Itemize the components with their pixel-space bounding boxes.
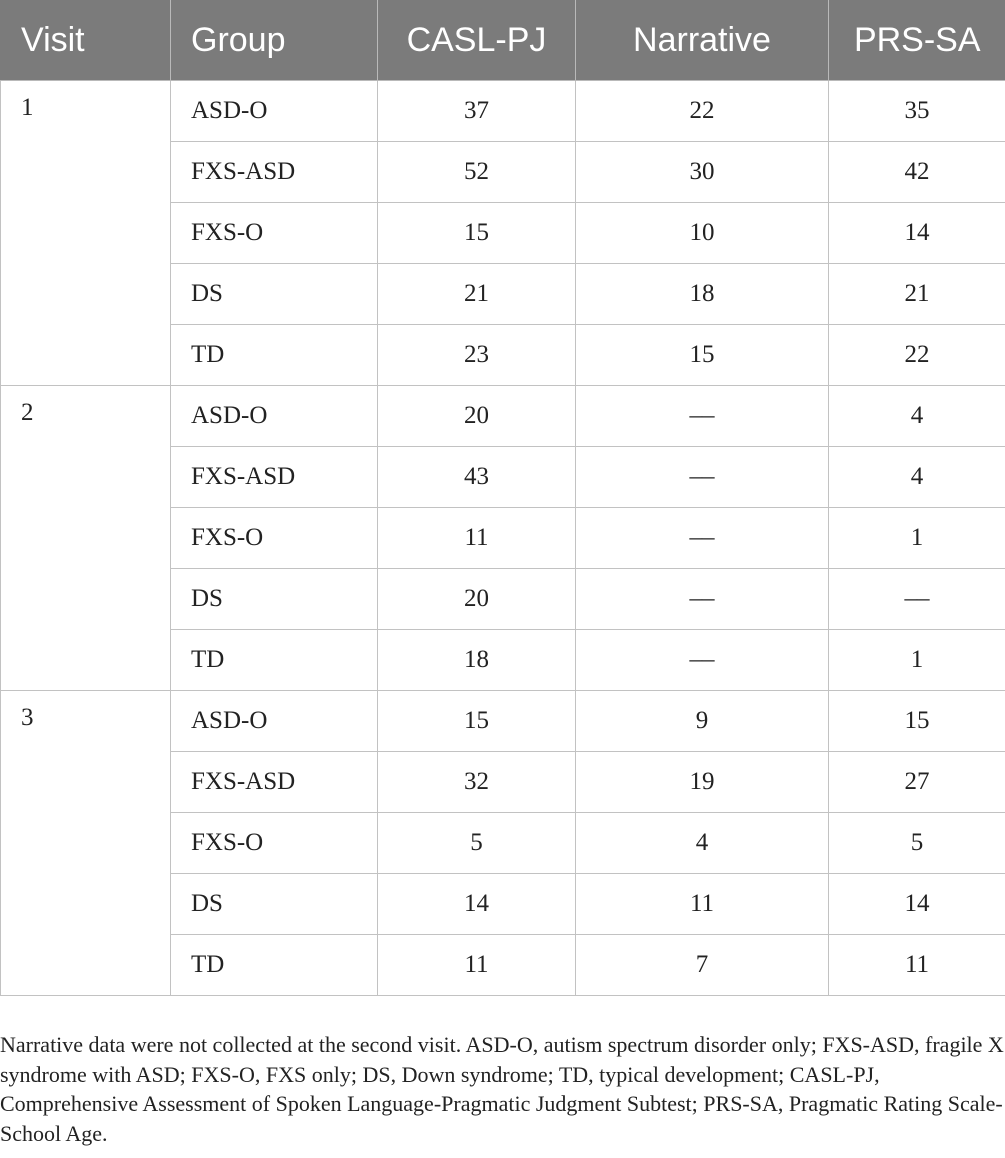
header-casl-pj: CASL-PJ: [377, 0, 576, 81]
prs-sa-cell: 11: [828, 934, 1005, 996]
prs-sa-cell: 1: [828, 507, 1005, 569]
narrative-cell: 19: [575, 751, 829, 813]
table-header-row: Visit Group CASL-PJ Narrative PRS-SA: [0, 0, 1005, 81]
casl-pj-cell: 37: [377, 80, 576, 142]
group-cell: TD: [170, 324, 378, 386]
header-narrative: Narrative: [575, 0, 829, 81]
group-cell: ASD-O: [170, 80, 378, 142]
table-row: 2 ASD-O 20 –– 4: [0, 385, 1005, 691]
narrative-cell: ––: [575, 446, 829, 508]
casl-pj-cell: 15: [377, 202, 576, 264]
group-cell: FXS-ASD: [170, 141, 378, 203]
group-cell: FXS-ASD: [170, 446, 378, 508]
group-cell: TD: [170, 629, 378, 691]
table-row: TD 11 7 11: [1, 934, 1005, 996]
group-cell: FXS-ASD: [170, 751, 378, 813]
header-prs-sa: PRS-SA: [828, 0, 1005, 81]
casl-pj-cell: 21: [377, 263, 576, 325]
narrative-cell: 10: [575, 202, 829, 264]
data-table: Visit Group CASL-PJ Narrative PRS-SA 1 AS…: [0, 0, 1005, 996]
narrative-cell: 9: [575, 690, 829, 752]
visit-cell: 3: [0, 690, 171, 996]
narrative-cell: 18: [575, 263, 829, 325]
table-row: TD 23 15 22: [1, 324, 1005, 386]
casl-pj-cell: 14: [377, 873, 576, 935]
visit-cell: 2: [0, 385, 171, 691]
prs-sa-cell: 22: [828, 324, 1005, 386]
casl-pj-cell: 52: [377, 141, 576, 203]
narrative-cell: 4: [575, 812, 829, 874]
prs-sa-cell: 27: [828, 751, 1005, 813]
casl-pj-cell: 20: [377, 385, 576, 447]
header-visit: Visit: [0, 0, 171, 81]
group-cell: TD: [170, 934, 378, 996]
table-row: TD 18 –– 1: [1, 629, 1005, 691]
narrative-cell: ––: [575, 507, 829, 569]
table-row: FXS-ASD 43 –– 4: [1, 446, 1005, 508]
narrative-cell: ––: [575, 629, 829, 691]
casl-pj-cell: 32: [377, 751, 576, 813]
prs-sa-cell: 4: [828, 385, 1005, 447]
data-table-container: Visit Group CASL-PJ Narrative PRS-SA 1 AS…: [0, 0, 1005, 996]
narrative-cell: ––: [575, 385, 829, 447]
table-footnote: Narrative data were not collected at the…: [0, 1032, 1004, 1146]
casl-pj-cell: 18: [377, 629, 576, 691]
group-cell: DS: [170, 263, 378, 325]
prs-sa-cell: 4: [828, 446, 1005, 508]
group-cell: ASD-O: [170, 690, 378, 752]
narrative-cell: 30: [575, 141, 829, 203]
group-cell: DS: [170, 568, 378, 630]
casl-pj-cell: 11: [377, 507, 576, 569]
casl-pj-cell: 5: [377, 812, 576, 874]
prs-sa-cell: ––: [828, 568, 1005, 630]
group-cell: ASD-O: [170, 385, 378, 447]
table-row: FXS-O 11 –– 1: [1, 507, 1005, 569]
prs-sa-cell: 21: [828, 263, 1005, 325]
prs-sa-cell: 14: [828, 202, 1005, 264]
narrative-cell: 22: [575, 80, 829, 142]
table-row: 1 ASD-O 37 22 35: [0, 80, 1005, 386]
header-group: Group: [170, 0, 378, 81]
table-row: DS 14 11 14: [1, 873, 1005, 935]
casl-pj-cell: 11: [377, 934, 576, 996]
prs-sa-cell: 15: [828, 690, 1005, 752]
prs-sa-cell: 1: [828, 629, 1005, 691]
casl-pj-cell: 15: [377, 690, 576, 752]
casl-pj-cell: 23: [377, 324, 576, 386]
group-cell: DS: [170, 873, 378, 935]
prs-sa-cell: 14: [828, 873, 1005, 935]
prs-sa-cell: 35: [828, 80, 1005, 142]
narrative-cell: 7: [575, 934, 829, 996]
narrative-cell: 11: [575, 873, 829, 935]
table-row: DS 20 –– ––: [1, 568, 1005, 630]
narrative-cell: 15: [575, 324, 829, 386]
prs-sa-cell: 42: [828, 141, 1005, 203]
table-row: DS 21 18 21: [1, 263, 1005, 325]
group-cell: FXS-O: [170, 812, 378, 874]
visit-cell: 1: [0, 80, 171, 386]
group-cell: FXS-O: [170, 507, 378, 569]
casl-pj-cell: 43: [377, 446, 576, 508]
table-body: 1 ASD-O 37 22 35 FXS-ASD 52 30 42 FXS-O 15 10 14 DS 21…: [0, 80, 1005, 996]
table-row: 3 ASD-O 15 9 15: [0, 690, 1005, 996]
casl-pj-cell: 20: [377, 568, 576, 630]
prs-sa-cell: 5: [828, 812, 1005, 874]
group-cell: FXS-O: [170, 202, 378, 264]
narrative-cell: ––: [575, 568, 829, 630]
